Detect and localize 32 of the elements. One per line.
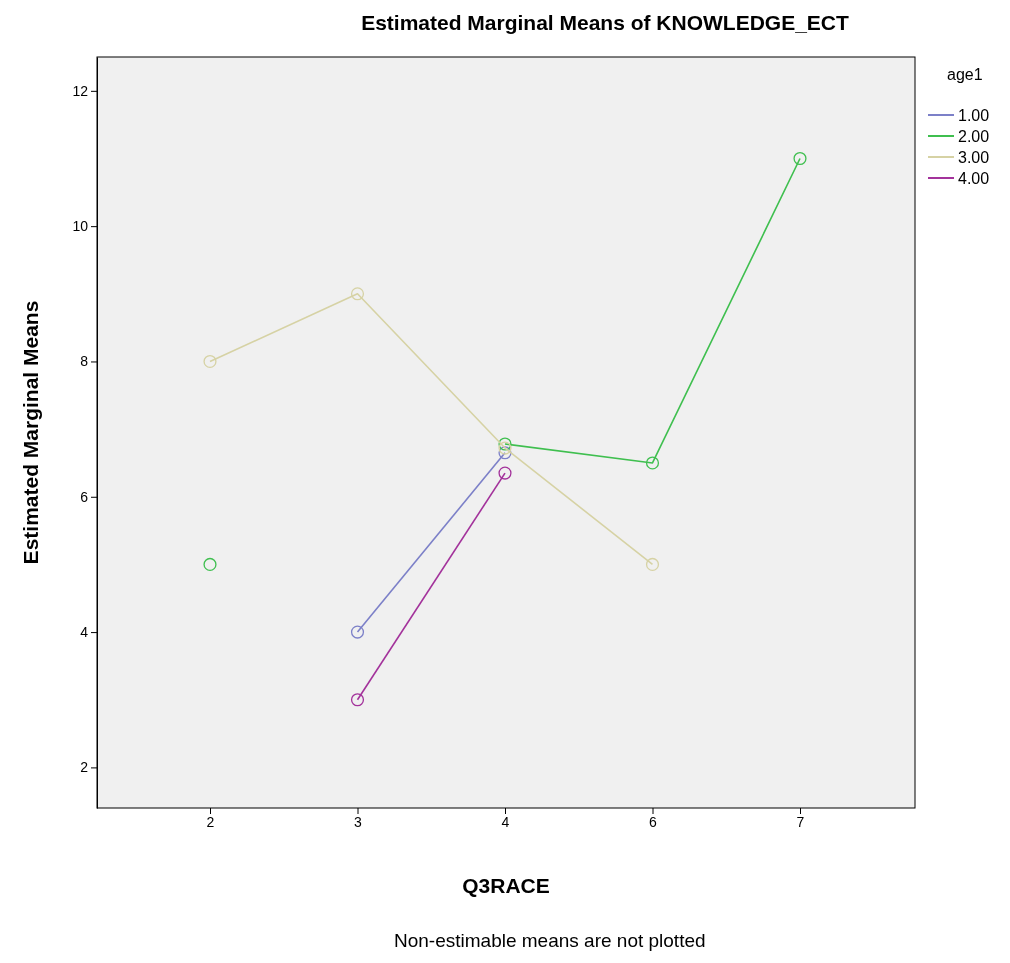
legend-label: 2.00 <box>958 128 990 145</box>
y-tick-label: 12 <box>72 82 89 99</box>
point <box>645 557 660 571</box>
y-tick-label: 8 <box>80 353 89 370</box>
chart-title: Estimated Marginal Means of KNOWLEDGE_ECT <box>361 11 850 34</box>
point <box>203 354 217 369</box>
x-axis-title: Q3RACE <box>462 874 550 897</box>
legend-label: 4.00 <box>958 170 990 187</box>
y-tick-label: 4 <box>80 624 89 641</box>
x-tick-label: 3 <box>354 813 363 830</box>
point <box>350 625 365 639</box>
x-tick-label: 4 <box>501 813 510 830</box>
x-tick-label: 2 <box>206 813 215 830</box>
y-tick-label: 6 <box>80 488 89 505</box>
legend-label: 1.00 <box>958 107 990 124</box>
x-tick-label: 7 <box>796 813 805 830</box>
legend-label: 3.00 <box>958 149 990 166</box>
x-tick-label: 6 <box>649 813 658 830</box>
point <box>498 466 512 480</box>
point <box>498 441 512 455</box>
y-axis-title: Estimated Marginal Means <box>19 300 42 565</box>
point <box>498 446 512 460</box>
point <box>350 287 365 301</box>
point <box>498 437 512 451</box>
point <box>203 557 217 571</box>
point <box>350 693 365 707</box>
point <box>793 151 807 166</box>
point <box>645 456 660 470</box>
y-tick-label: 10 <box>72 218 89 235</box>
text: Non-estimable means are not plotted <box>394 930 706 951</box>
legend-title: age1 <box>947 66 983 83</box>
y-tick-label: 2 <box>80 759 89 776</box>
